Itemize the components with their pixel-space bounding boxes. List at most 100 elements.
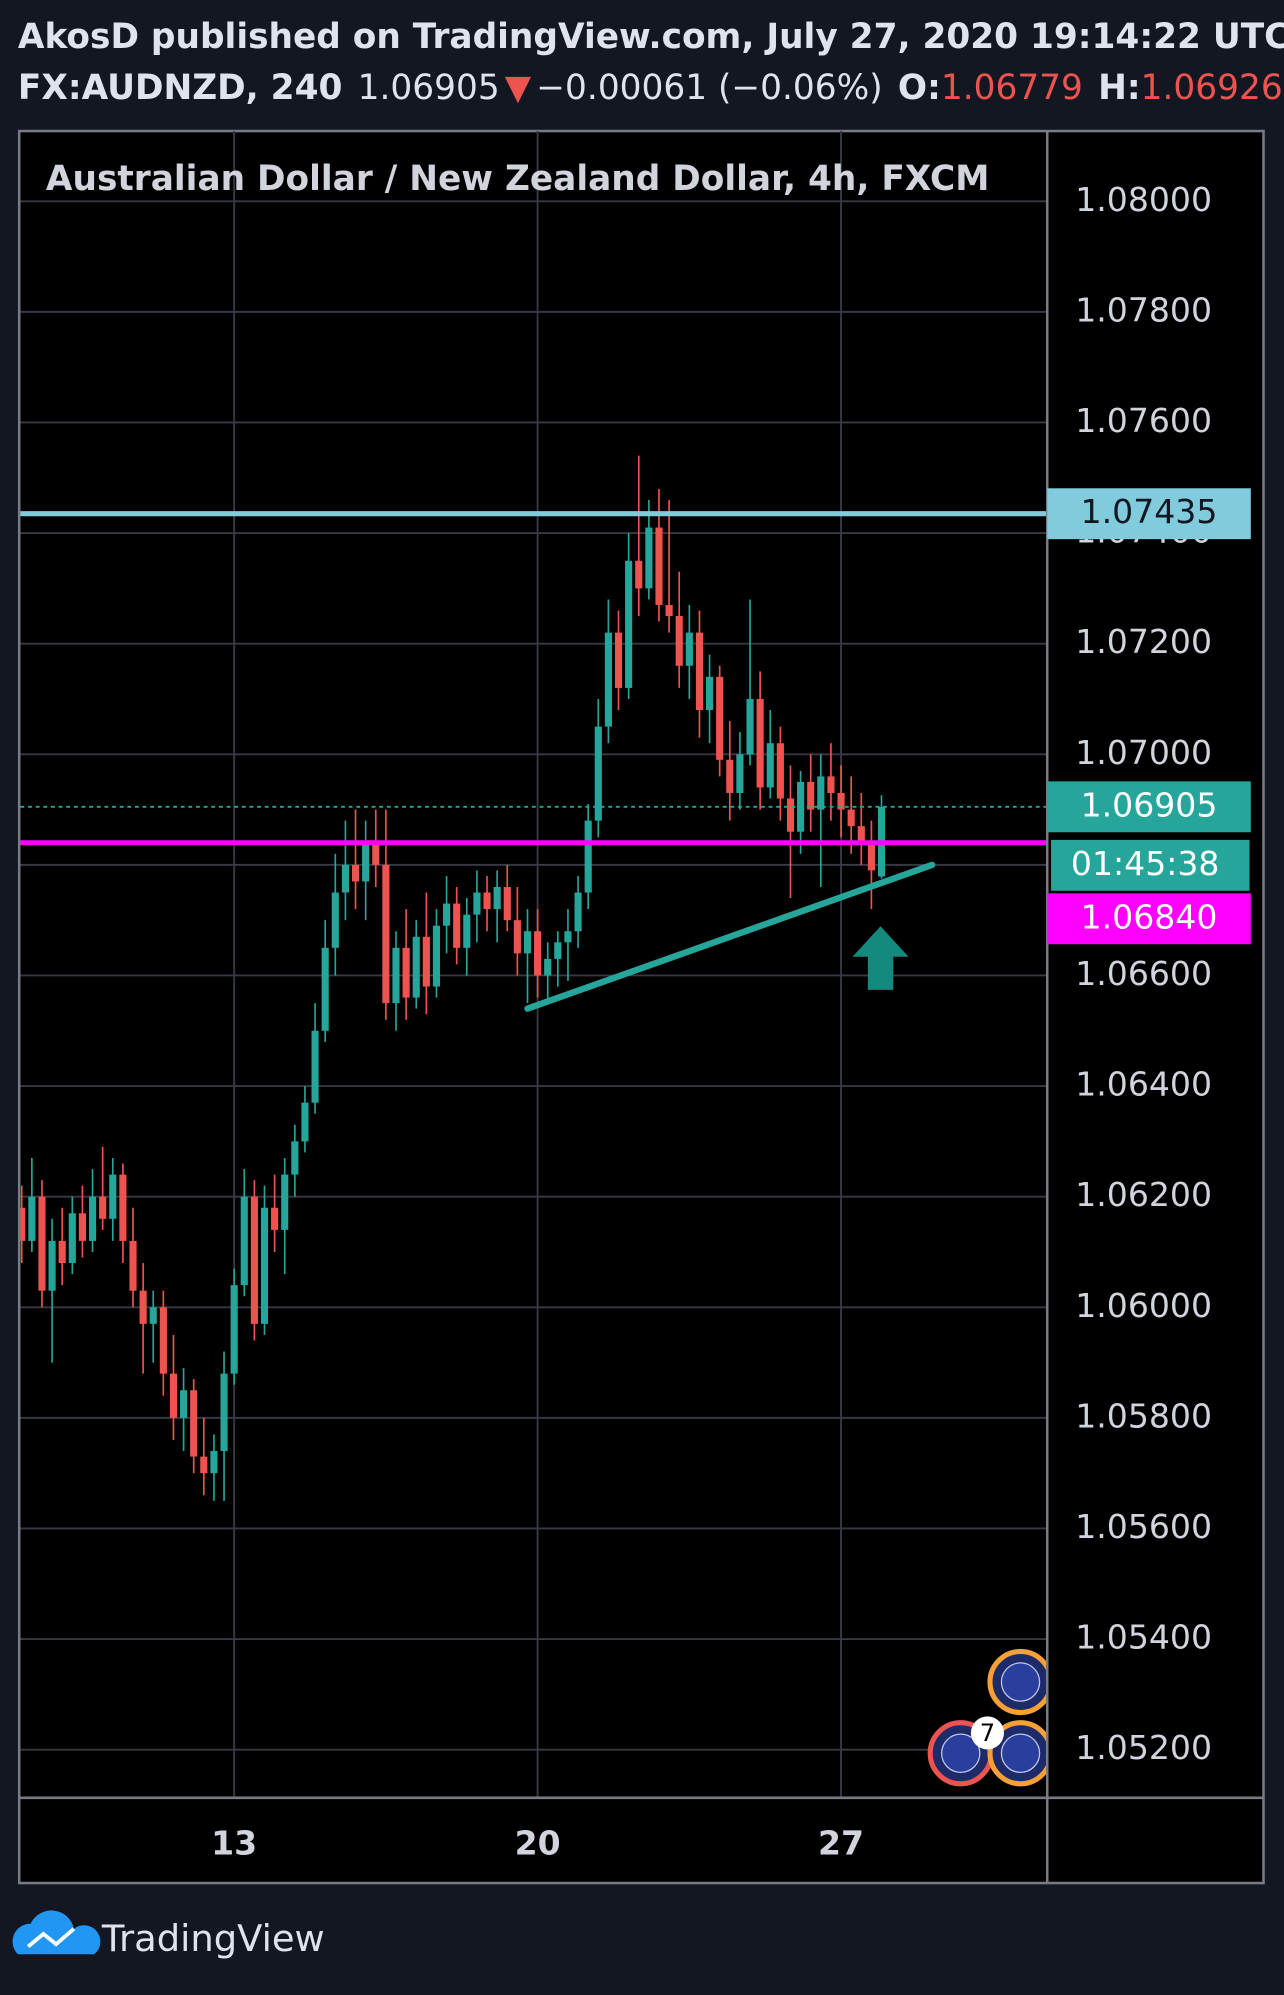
- candle-body: [99, 1196, 107, 1219]
- candle-body: [220, 1373, 228, 1452]
- candle-body: [827, 776, 835, 793]
- y-tick-label: 1.07800: [1075, 290, 1212, 329]
- candle-body: [453, 903, 461, 948]
- candle-body: [604, 632, 612, 727]
- candle-body: [736, 754, 744, 793]
- y-tick-label: 1.06600: [1075, 954, 1212, 993]
- candle-body: [351, 864, 360, 882]
- candle-body: [625, 560, 633, 688]
- y-tick-label: 1.07600: [1075, 401, 1212, 440]
- up-arrow: [852, 926, 909, 990]
- candle-body: [584, 820, 592, 893]
- candle-body: [169, 1373, 178, 1418]
- candle-body: [574, 892, 582, 932]
- candle-body: [685, 632, 693, 666]
- y-tick-label: 1.07200: [1075, 622, 1212, 661]
- candle-body: [190, 1390, 198, 1457]
- candle-body: [503, 886, 511, 921]
- publish-info: AkosD published on TradingView.com, July…: [18, 17, 1284, 57]
- y-tick-label: 1.07000: [1075, 733, 1212, 772]
- candle-body: [443, 903, 451, 926]
- candle-body: [372, 842, 380, 865]
- x-tick-label: 13: [211, 1823, 257, 1862]
- candle-body: [564, 931, 572, 943]
- high: 1.06926: [1141, 68, 1283, 108]
- candle-body: [271, 1207, 279, 1230]
- tradingview-logo: TradingView: [12, 1910, 325, 1960]
- candle-body: [281, 1174, 289, 1230]
- countdown-box: [1051, 839, 1250, 891]
- candle-body: [88, 1196, 97, 1241]
- candle-body: [68, 1213, 76, 1264]
- candle-body: [483, 892, 491, 910]
- candle-body: [311, 1030, 319, 1103]
- axis-labels: 1.05200 1.05400 1.05600 1.05800 1.06000 1.062…: [211, 180, 1251, 1862]
- last-price: 1.06905: [358, 68, 500, 108]
- event-flag: [1000, 1662, 1041, 1702]
- change-arrow: ▼: [505, 68, 532, 108]
- candle-body: [20, 1207, 26, 1241]
- y-tick-label: 1.05600: [1075, 1507, 1212, 1546]
- trendline: [524, 861, 936, 1012]
- candle-body: [412, 936, 420, 998]
- candle-body: [463, 914, 471, 948]
- y-tick-label: 1.05200: [1075, 1728, 1212, 1767]
- candle-body: [432, 925, 441, 987]
- plot-area: 7: [20, 455, 1048, 1787]
- candle-body: [341, 864, 349, 893]
- candle-body: [675, 616, 683, 666]
- candle-body: [817, 776, 825, 810]
- event-badge-label: 7: [980, 1719, 995, 1747]
- candle-body: [614, 632, 623, 688]
- candle-body: [129, 1240, 137, 1291]
- price-label-box: [1047, 781, 1251, 833]
- candle-body: [250, 1196, 258, 1324]
- chart-title: Australian Dollar / New Zealand Dollar, …: [46, 159, 990, 199]
- candle-body: [645, 527, 653, 589]
- candle-body: [119, 1174, 127, 1241]
- y-tick-label: 1.06000: [1075, 1286, 1212, 1325]
- candle-body: [139, 1290, 147, 1324]
- candle-body: [210, 1451, 218, 1474]
- candle-body: [807, 781, 815, 810]
- candle-body: [665, 604, 673, 617]
- open: 1.06779: [941, 68, 1083, 108]
- candle-body: [149, 1307, 157, 1324]
- event-flag: [940, 1733, 981, 1773]
- y-tick-label: 1.05400: [1075, 1618, 1212, 1657]
- candle-body: [766, 743, 774, 788]
- candle-body: [230, 1285, 238, 1374]
- x-tick-label: 20: [515, 1823, 561, 1862]
- author: AkosD published on TradingView.com, July…: [18, 17, 1284, 57]
- candle-body: [78, 1213, 86, 1241]
- candle-body: [301, 1102, 309, 1142]
- grid: [20, 131, 1048, 1798]
- candle-body: [655, 527, 663, 605]
- candle-body: [837, 792, 845, 810]
- candle-body: [200, 1456, 208, 1474]
- candle-body: [867, 842, 875, 871]
- candle-body: [493, 886, 501, 910]
- price-label: 1.07435: [1081, 492, 1218, 531]
- candle-body: [513, 920, 521, 954]
- price-label: 1.06840: [1081, 897, 1218, 936]
- candle-body: [291, 1141, 299, 1175]
- candle-body: [109, 1174, 117, 1219]
- price-label-box: [1047, 893, 1251, 945]
- candle-body: [382, 864, 390, 1004]
- candle-body: [240, 1196, 248, 1286]
- brand: TradingView: [101, 1917, 325, 1960]
- price-label-box: [1047, 488, 1251, 540]
- candle-body: [726, 759, 734, 793]
- y-tick-label: 1.06200: [1075, 1175, 1212, 1214]
- symbol: FX:AUDNZD, 240: [18, 68, 342, 108]
- symbol-info: FX:AUDNZD, 240 1.06905 ▼ −0.00061 (−0.06%) O…: [18, 68, 1284, 108]
- candle-body: [523, 931, 532, 954]
- candle-body: [159, 1307, 167, 1374]
- candle-body: [321, 947, 329, 1031]
- candle-body: [554, 942, 562, 959]
- candle-body: [857, 826, 865, 843]
- candle-body: [28, 1196, 36, 1241]
- candle-body: [705, 676, 714, 711]
